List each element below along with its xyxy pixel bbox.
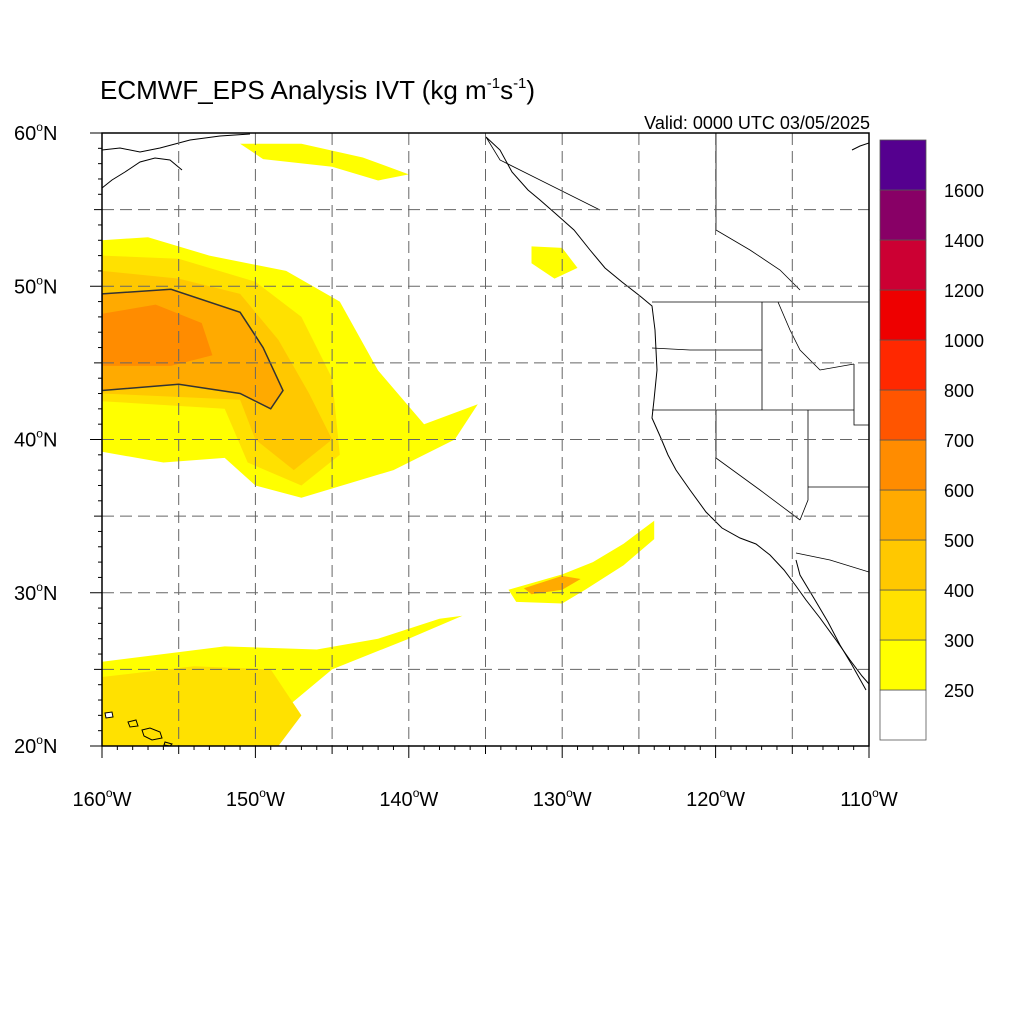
border-wy [853, 364, 869, 426]
border-idaho-mt [777, 301, 855, 371]
latitude-labels: 20oN 30oN 40oN 50oN 60oN [14, 120, 57, 758]
lon-label: 110oW [840, 786, 898, 811]
lon-label: 160oW [73, 786, 132, 811]
colorbar-label: 800 [944, 381, 974, 401]
ivt-field [102, 143, 655, 746]
ivt-region-subtropical-band-core [102, 666, 302, 746]
ivt-region-ar-core-600 [102, 304, 213, 366]
colorbar-swatch [879, 139, 927, 191]
border-wa-or [651, 347, 762, 351]
colorbar-swatch [879, 439, 927, 491]
coastlines [102, 133, 869, 746]
lon-label: 130oW [533, 786, 592, 811]
colorbar-label: 1000 [944, 331, 984, 351]
ivt-region-gulf-of-alaska-patch [240, 143, 409, 181]
colorbar-label: 600 [944, 481, 974, 501]
colorbar-label: 1400 [944, 231, 984, 251]
coastline-na-west [485, 136, 869, 685]
hawaii-oahu [163, 741, 173, 746]
colorbar-label: 1200 [944, 281, 984, 301]
ivt-region-vancouver-island-patch [531, 246, 578, 279]
lon-label: 120oW [686, 786, 745, 811]
lat-label: 30oN [14, 580, 57, 605]
lon-label: 150oW [226, 786, 285, 811]
colorbar: 250 300 400 500 600 700 800 1000 1200 1400 1600 [879, 139, 984, 741]
chart-title: ECMWF_EPS Analysis IVT (kg m-1s-1) [100, 75, 535, 105]
hawaii-kauai [104, 711, 114, 719]
axis-ticks [90, 132, 870, 758]
ivt-contour-line [102, 288, 284, 410]
colorbar-label: 300 [944, 631, 974, 651]
border-alaska-canada [485, 136, 601, 211]
hawaii-big-island [141, 727, 163, 741]
colorbar-label: 250 [944, 681, 974, 701]
coastline-hudson [851, 142, 869, 151]
ivt-region-offshore-plume-core [523, 575, 581, 595]
coastline-north [102, 157, 183, 189]
colorbar-swatch [879, 289, 927, 341]
colorbar-label: 1600 [944, 181, 984, 201]
colorbar-label: 400 [944, 581, 974, 601]
lat-label: 20oN [14, 733, 57, 758]
colorbar-swatch [879, 539, 927, 591]
colorbar-swatch [879, 589, 927, 641]
coastline-alaska [102, 133, 251, 153]
graticule [102, 133, 869, 746]
hawaii-maui [127, 719, 139, 728]
colorbar-swatch [879, 189, 927, 241]
colorbar-swatch [879, 239, 927, 291]
lat-label: 60oN [14, 120, 57, 145]
lat-label: 40oN [14, 427, 57, 452]
colorbar-swatch [879, 689, 927, 741]
border-us-mexico [795, 552, 869, 573]
border-nv-ca [715, 410, 801, 521]
colorbar-swatch [879, 639, 927, 691]
valid-time: Valid: 0000 UTC 03/05/2025 [644, 113, 870, 133]
colorbar-label: 500 [944, 531, 974, 551]
colorbar-swatch [879, 489, 927, 541]
colorbar-swatch [879, 389, 927, 441]
colorbar-label: 700 [944, 431, 974, 451]
coastline-baja [795, 559, 867, 691]
lon-label: 140oW [379, 786, 438, 811]
colorbar-swatch [879, 339, 927, 391]
longitude-labels: 160oW 150oW 140oW 130oW 120oW 110oW [73, 786, 898, 811]
lat-label: 50oN [14, 273, 57, 298]
